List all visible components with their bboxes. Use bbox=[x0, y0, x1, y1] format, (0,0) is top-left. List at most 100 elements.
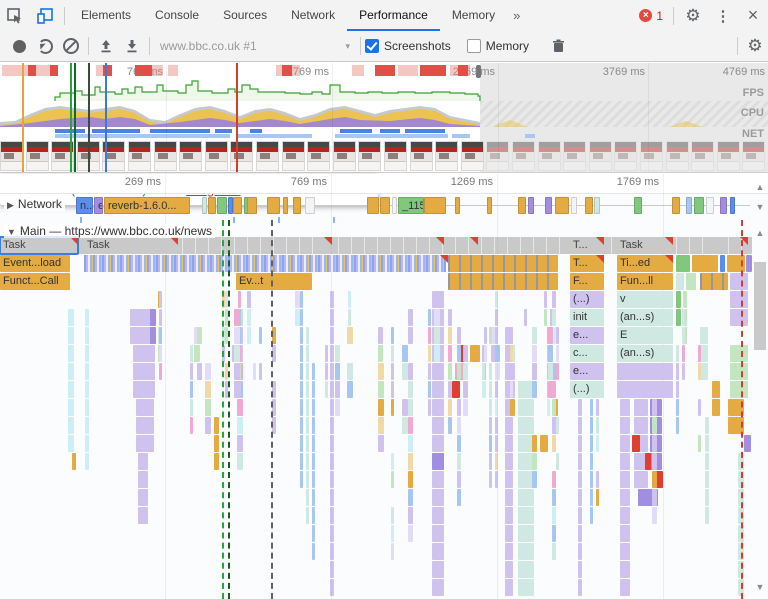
settings-gear-icon[interactable]: ⚙ bbox=[685, 5, 701, 25]
flame-bar[interactable] bbox=[85, 345, 89, 362]
call-stack-frame[interactable] bbox=[617, 363, 673, 380]
flame-bar[interactable] bbox=[205, 417, 212, 434]
flame-bar[interactable] bbox=[432, 489, 444, 506]
flame-bar[interactable] bbox=[138, 507, 148, 524]
flame-bar[interactable] bbox=[189, 345, 193, 362]
flame-bar[interactable] bbox=[150, 309, 156, 326]
flame-bar[interactable] bbox=[448, 327, 453, 344]
function-call-bar[interactable]: Funct...Call bbox=[0, 273, 70, 290]
flame-bar[interactable] bbox=[546, 399, 550, 416]
flame-bar[interactable] bbox=[505, 381, 513, 398]
flame-bar[interactable] bbox=[518, 417, 534, 434]
flame-bar[interactable] bbox=[246, 309, 251, 326]
flame-bar[interactable] bbox=[590, 471, 593, 488]
flame-bar[interactable] bbox=[448, 417, 453, 434]
flame-bar[interactable] bbox=[133, 345, 155, 362]
flame-bar[interactable] bbox=[312, 453, 315, 470]
flame-bar[interactable] bbox=[705, 489, 709, 506]
flame-bar[interactable] bbox=[456, 453, 461, 470]
main-scroll-up-icon[interactable]: ▲ bbox=[755, 228, 765, 238]
task-row-base[interactable] bbox=[0, 237, 752, 254]
flame-bar[interactable] bbox=[730, 309, 748, 326]
network-request-bar[interactable]: reverb-1.6.0... bbox=[104, 197, 190, 214]
flame-bar[interactable] bbox=[407, 381, 413, 398]
flame-bar[interactable] bbox=[620, 435, 630, 452]
flame-bar[interactable] bbox=[300, 381, 303, 398]
flame-bar[interactable] bbox=[712, 381, 720, 398]
call-stack-frame[interactable]: init bbox=[570, 309, 604, 326]
network-request-bar[interactable] bbox=[594, 197, 600, 214]
flame-bar[interactable] bbox=[233, 363, 240, 380]
flame-bar[interactable] bbox=[325, 381, 329, 398]
flame-bar[interactable] bbox=[391, 363, 395, 380]
flame-bar[interactable] bbox=[68, 417, 74, 434]
flame-bar[interactable] bbox=[271, 417, 276, 434]
device-toolbar-icon[interactable] bbox=[30, 3, 60, 29]
flame-bar[interactable] bbox=[463, 399, 469, 416]
flame-bar[interactable] bbox=[518, 381, 534, 398]
network-request-bar[interactable] bbox=[202, 197, 207, 214]
event-bar[interactable] bbox=[727, 255, 745, 272]
flame-bar[interactable] bbox=[532, 327, 537, 344]
flame-bar[interactable] bbox=[578, 543, 582, 560]
flame-bar[interactable] bbox=[427, 327, 431, 344]
flame-bar[interactable] bbox=[391, 525, 395, 542]
flame-bar[interactable] bbox=[214, 435, 219, 452]
flame-bar[interactable] bbox=[391, 399, 395, 416]
flame-bar[interactable] bbox=[224, 327, 228, 344]
flame-bar[interactable] bbox=[407, 399, 413, 416]
inspect-element-icon[interactable] bbox=[0, 3, 30, 29]
flame-bar[interactable] bbox=[214, 453, 219, 470]
flame-bar[interactable] bbox=[495, 327, 499, 344]
flame-bar[interactable] bbox=[482, 363, 486, 380]
flame-bar[interactable] bbox=[407, 363, 413, 380]
screenshot-thumbnail[interactable] bbox=[230, 141, 254, 171]
flame-bar[interactable] bbox=[681, 309, 685, 326]
flame-bar[interactable] bbox=[634, 399, 648, 416]
flame-bar[interactable] bbox=[432, 291, 444, 308]
flame-bar[interactable] bbox=[705, 453, 709, 470]
flame-bar[interactable] bbox=[407, 489, 413, 506]
screenshots-checkbox[interactable] bbox=[365, 39, 379, 53]
flame-bar[interactable] bbox=[306, 435, 309, 452]
flame-bar[interactable] bbox=[271, 399, 276, 416]
flame-bar[interactable] bbox=[189, 399, 193, 416]
flame-bar[interactable] bbox=[233, 309, 240, 326]
flame-bar[interactable] bbox=[224, 309, 228, 326]
flame-bar[interactable] bbox=[407, 327, 413, 344]
flame-bar[interactable] bbox=[705, 417, 709, 434]
flame-bar[interactable] bbox=[495, 453, 499, 470]
network-scroll-up-icon[interactable]: ▲ bbox=[755, 182, 765, 192]
flame-bar[interactable] bbox=[68, 399, 74, 416]
flame-bar[interactable] bbox=[683, 327, 687, 344]
flame-bar[interactable] bbox=[578, 579, 582, 596]
flame-bar[interactable] bbox=[347, 291, 351, 308]
tab-network[interactable]: Network bbox=[291, 8, 336, 22]
flame-bar[interactable] bbox=[590, 453, 593, 470]
network-request-bar[interactable] bbox=[228, 197, 233, 214]
event-bar[interactable]: Ti...ed bbox=[617, 255, 673, 272]
flame-bar[interactable] bbox=[547, 345, 553, 362]
flame-bar[interactable] bbox=[463, 345, 469, 362]
flame-bar[interactable] bbox=[214, 417, 219, 434]
flame-bar[interactable] bbox=[705, 507, 709, 524]
flame-bar[interactable] bbox=[306, 399, 309, 416]
flame-bar[interactable] bbox=[377, 363, 384, 380]
event-bar[interactable] bbox=[746, 255, 752, 272]
flame-bar[interactable] bbox=[335, 345, 341, 362]
network-request-bar[interactable] bbox=[233, 197, 242, 214]
flame-bar[interactable] bbox=[236, 399, 243, 416]
flame-bar[interactable] bbox=[312, 381, 315, 398]
flame-bar[interactable] bbox=[196, 327, 202, 344]
flame-bar[interactable] bbox=[432, 543, 444, 560]
flame-bar[interactable] bbox=[596, 399, 600, 416]
flame-bar[interactable] bbox=[427, 363, 431, 380]
flame-bar[interactable] bbox=[330, 543, 334, 560]
flame-bar[interactable] bbox=[505, 561, 513, 578]
flame-bar[interactable] bbox=[306, 417, 309, 434]
flame-bar[interactable] bbox=[463, 363, 469, 380]
flame-bar[interactable] bbox=[620, 561, 630, 578]
flame-bar[interactable] bbox=[407, 417, 413, 434]
flame-bar[interactable] bbox=[432, 417, 444, 434]
flame-bar[interactable] bbox=[700, 327, 708, 344]
